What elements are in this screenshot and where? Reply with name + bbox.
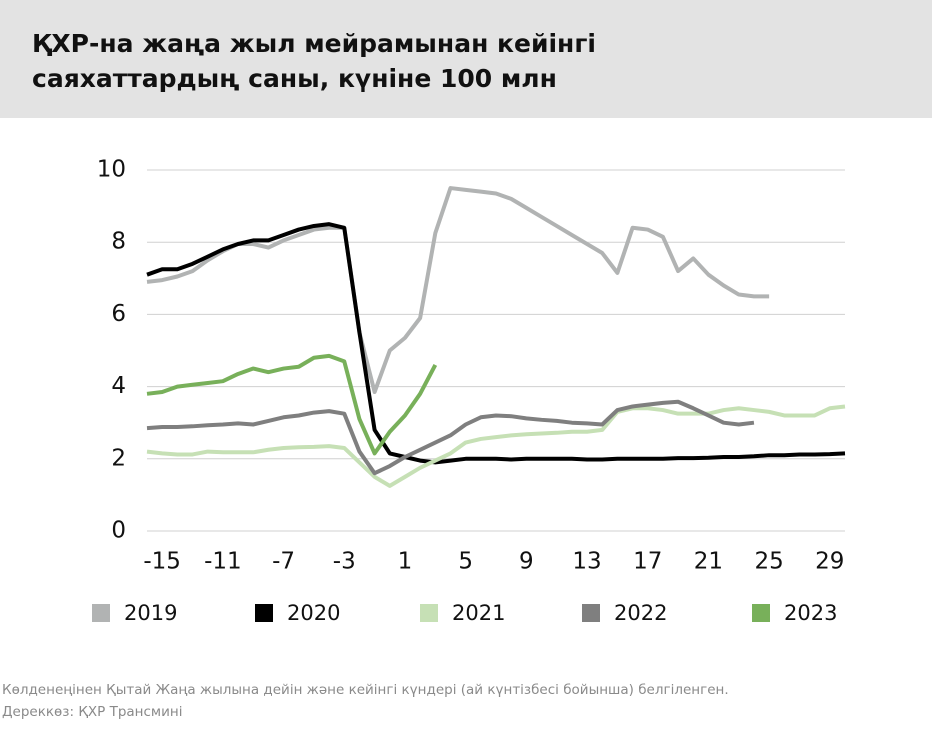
legend-label: 2021 <box>452 601 505 625</box>
x-tick-label: 17 <box>633 549 662 575</box>
y-tick-label: 0 <box>111 518 126 544</box>
x-tick-label: 13 <box>572 549 601 575</box>
x-tick-label: 5 <box>458 549 473 575</box>
legend-label: 2019 <box>124 601 177 625</box>
legend-swatch <box>92 604 110 622</box>
line <box>146 186 770 395</box>
line <box>146 404 846 488</box>
line <box>146 222 846 465</box>
chart-title: саяхаттардың саны, күніне 100 млн <box>32 64 557 93</box>
note: Көлденеңінен Қытай Жаңа жылына дейін жән… <box>2 682 729 698</box>
x-tick-label: 9 <box>519 549 534 575</box>
line <box>146 353 438 456</box>
title-band <box>0 0 932 118</box>
chart-title: ҚХР-на жаңа жыл мейрамынан кейінгі <box>32 29 596 58</box>
x-tick-label: -15 <box>143 549 181 575</box>
x-tick-label: 29 <box>815 549 844 575</box>
x-tick-label: -7 <box>272 549 295 575</box>
x-tick-label: 21 <box>694 549 723 575</box>
y-tick-label: 4 <box>111 373 126 399</box>
x-tick-label: -11 <box>204 549 242 575</box>
legend-swatch <box>582 604 600 622</box>
y-tick-label: 6 <box>111 301 126 327</box>
x-tick-label: 1 <box>398 549 413 575</box>
y-tick-label: 8 <box>111 229 126 255</box>
x-tick-label: 25 <box>754 549 783 575</box>
legend-label: 2020 <box>287 601 340 625</box>
x-tick-label: -3 <box>333 549 356 575</box>
legend-swatch <box>752 604 770 622</box>
legend-swatch <box>420 604 438 622</box>
y-tick-label: 2 <box>111 445 126 471</box>
line <box>146 399 755 476</box>
y-tick-label: 10 <box>97 157 126 183</box>
source: Дереккөз: ҚХР Трансмині <box>2 704 182 720</box>
legend-swatch <box>255 604 273 622</box>
legend-label: 2022 <box>614 601 667 625</box>
legend-label: 2023 <box>784 601 837 625</box>
